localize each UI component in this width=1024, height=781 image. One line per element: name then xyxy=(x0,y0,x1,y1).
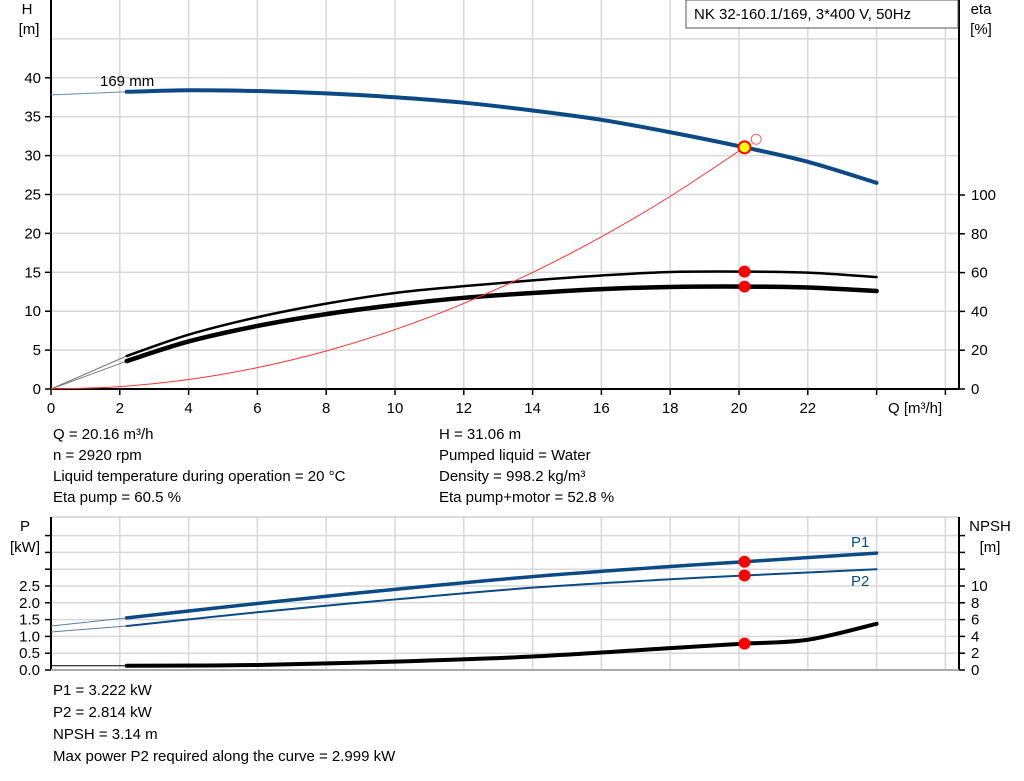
p-axis-label: P xyxy=(20,518,30,535)
info-npsh: NPSH = 3.14 m xyxy=(53,726,158,743)
npsh-line xyxy=(124,621,879,668)
info-eta-pump-motor: Eta pump+motor = 52.8 % xyxy=(439,489,615,506)
p-tick-label: 2.0 xyxy=(19,595,40,612)
p-axis-unit: [kW] xyxy=(10,539,40,556)
chart-title: NK 32-160.1/169, 3*400 V, 50Hz xyxy=(694,6,911,23)
eta-axis-label: eta xyxy=(971,1,993,18)
q-tick-label: 12 xyxy=(455,400,472,417)
q-axis-label: Q [m³/h] xyxy=(888,400,942,417)
eta-tick-label: 100 xyxy=(971,187,996,204)
h-tick-label: 25 xyxy=(24,187,41,204)
eta-pump-extrapolated-line xyxy=(50,355,127,390)
info-bottom: P1 = 3.222 kW P2 = 2.814 kW NPSH = 3.14 … xyxy=(53,680,395,768)
h-tick-label: 35 xyxy=(24,109,41,126)
p-tick-label: 1.5 xyxy=(19,612,40,629)
eta-tick-label: 40 xyxy=(971,303,988,320)
h-axis-label: H xyxy=(22,1,33,18)
p-tick-label: 1.0 xyxy=(19,628,40,645)
npsh-axis-unit: [m] xyxy=(980,539,1001,556)
q-tick-label: 16 xyxy=(593,400,610,417)
npsh-tick-label: 0 xyxy=(971,662,979,679)
requested-point-marker xyxy=(750,133,762,145)
p1-extrapolated-line xyxy=(50,617,127,627)
head-line xyxy=(124,88,879,185)
eta-axis-unit: [%] xyxy=(970,21,992,38)
q-tick-label: 20 xyxy=(731,400,748,417)
q-tick-label: 10 xyxy=(387,400,404,417)
npsh-tick-label: 4 xyxy=(971,628,979,645)
info-head: H = 31.06 m xyxy=(439,426,522,443)
npsh-tick-label: 6 xyxy=(971,612,979,629)
info-p2: P2 = 2.814 kW xyxy=(53,704,152,721)
info-speed: n = 2920 rpm xyxy=(53,447,142,464)
eta-tick-label: 60 xyxy=(971,265,988,282)
q-tick-label: 14 xyxy=(524,400,541,417)
duty-point-marker xyxy=(737,140,752,155)
h-tick-label: 30 xyxy=(24,148,41,165)
q-tick-label: 4 xyxy=(184,400,192,417)
p2-series-label: P2 xyxy=(851,573,869,590)
info-p1: P1 = 3.222 kW xyxy=(53,682,152,699)
q-tick-label: 22 xyxy=(799,400,816,417)
p1-series-label: P1 xyxy=(851,534,869,551)
npsh-tick-label: 2 xyxy=(971,645,979,662)
p-tick-label: 0.0 xyxy=(19,662,40,679)
h-tick-label: 20 xyxy=(24,225,41,242)
eta-tick-label: 80 xyxy=(971,226,988,243)
info-liquid: Pumped liquid = Water xyxy=(439,447,591,464)
info-eta-pump: Eta pump = 60.5 % xyxy=(53,489,181,506)
h-axis-unit: [m] xyxy=(19,21,40,38)
info-max-p2: Max power P2 required along the curve = … xyxy=(53,748,396,765)
info-top-left: Q = 20.16 m³/h n = 2920 rpm Liquid tempe… xyxy=(53,424,345,508)
info-top-right: H = 31.06 m Pumped liquid = Water Densit… xyxy=(439,424,614,508)
eta-pump-line xyxy=(125,270,878,358)
h-tick-label: 10 xyxy=(24,303,41,320)
p-tick-label: 2.5 xyxy=(19,578,40,595)
npsh-tick-label: 8 xyxy=(971,595,979,612)
eta-pump-motor-point-marker xyxy=(738,280,751,293)
h-tick-label: 15 xyxy=(24,264,41,281)
eta-pump-point-marker xyxy=(738,265,751,278)
p2-extrapolated-line xyxy=(50,625,127,633)
info-density: Density = 998.2 kg/m³ xyxy=(439,468,586,485)
p-tick-label: 0.5 xyxy=(19,645,40,662)
h-tick-label: 40 xyxy=(24,70,41,87)
npsh-tick-label: 10 xyxy=(971,578,988,595)
q-tick-label: 0 xyxy=(47,400,55,417)
title-box xyxy=(685,0,959,29)
eta-tick-label: 20 xyxy=(971,342,988,359)
p1-point-marker xyxy=(738,555,751,568)
q-tick-label: 18 xyxy=(662,400,679,417)
info-temperature: Liquid temperature during operation = 20… xyxy=(53,468,346,485)
h-tick-label: 0 xyxy=(33,381,41,398)
system-line xyxy=(50,146,745,390)
h-tick-label: 5 xyxy=(33,342,41,359)
npsh-point-marker xyxy=(738,637,751,650)
curve-label-169mm: 169 mm xyxy=(100,73,154,90)
eta-pump-motor-extrapolated-line xyxy=(50,360,127,390)
p2-point-marker xyxy=(738,569,751,582)
q-tick-label: 6 xyxy=(253,400,261,417)
info-flow: Q = 20.16 m³/h xyxy=(53,426,154,443)
q-tick-label: 8 xyxy=(322,400,330,417)
npsh-axis-label: NPSH xyxy=(969,518,1011,535)
head-extrapolated-line xyxy=(50,91,127,96)
eta-tick-label: 0 xyxy=(971,381,979,398)
q-tick-label: 2 xyxy=(116,400,124,417)
